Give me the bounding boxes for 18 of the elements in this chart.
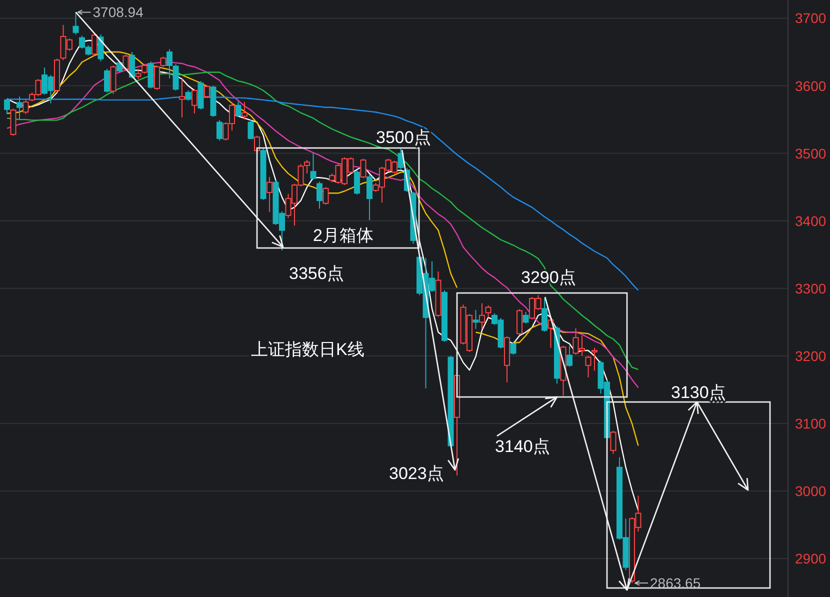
y-tick-label: 3600 (795, 78, 826, 94)
y-tick-label: 3000 (795, 482, 826, 499)
y-tick-label: 3100 (795, 415, 826, 432)
y-tick-label: 3700 (795, 10, 826, 26)
y-tick-label: 3400 (795, 212, 826, 229)
annotation: 3356点 (289, 264, 344, 283)
annotation: 3130点 (671, 383, 726, 402)
annotation: 上证指数日K线 (251, 340, 364, 359)
annotation: 3708.94 (92, 4, 144, 20)
y-tick-label: 3200 (795, 348, 826, 364)
annotation: 2863.65 (650, 575, 701, 592)
annotation: 3140点 (495, 437, 550, 456)
annotation: 2月箱体 (313, 226, 374, 245)
y-tick-label: 2900 (795, 550, 826, 567)
y-tick-label: 3300 (795, 280, 826, 296)
annotation: 3023点 (389, 464, 444, 483)
annotation: 3500点 (376, 128, 431, 147)
y-tick-label: 3500 (795, 145, 826, 162)
